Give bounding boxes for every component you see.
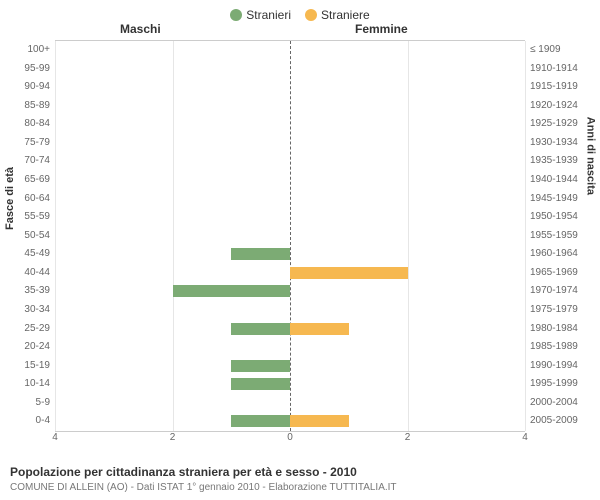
legend-female-label: Straniere <box>321 8 370 22</box>
y-axis-title-left: Fasce di età <box>4 167 16 230</box>
x-tick-label: 2 <box>405 432 411 443</box>
year-label: 1955-1959 <box>530 230 600 241</box>
year-label: 1995-1999 <box>530 378 600 389</box>
age-row: 100+≤ 1909 <box>55 41 525 60</box>
year-label: 1980-1984 <box>530 323 600 334</box>
x-axis-ticks: 4 2 0 2 4 <box>55 432 525 446</box>
age-label: 70-74 <box>0 155 50 166</box>
age-label: 100+ <box>0 44 50 55</box>
y-axis-title-right: Anni di nascita <box>584 117 596 195</box>
column-headers: Maschi Femmine <box>0 22 600 40</box>
age-label: 75-79 <box>0 137 50 148</box>
header-female: Femmine <box>355 22 408 36</box>
age-row: 30-341975-1979 <box>55 301 525 320</box>
year-label: 1915-1919 <box>530 81 600 92</box>
bar-female <box>290 323 349 335</box>
legend: Stranieri Straniere <box>0 0 600 22</box>
age-row: 85-891920-1924 <box>55 97 525 116</box>
x-tick-label: 4 <box>52 432 58 443</box>
year-label: 1985-1989 <box>530 341 600 352</box>
age-row: 10-141995-1999 <box>55 375 525 394</box>
age-label: 15-19 <box>0 360 50 371</box>
bar-male <box>231 415 290 427</box>
age-label: 90-94 <box>0 81 50 92</box>
legend-item-female: Straniere <box>305 8 370 22</box>
bar-male <box>231 323 290 335</box>
bar-male <box>231 248 290 260</box>
age-label: 50-54 <box>0 230 50 241</box>
year-label: 1950-1954 <box>530 211 600 222</box>
age-label: 45-49 <box>0 248 50 259</box>
age-label: 20-24 <box>0 341 50 352</box>
age-row: 70-741935-1939 <box>55 152 525 171</box>
bar-male <box>173 285 291 297</box>
bar-male <box>231 360 290 372</box>
year-label: 1920-1924 <box>530 100 600 111</box>
age-row: 5-92000-2004 <box>55 394 525 413</box>
header-male: Maschi <box>120 22 161 36</box>
age-label: 35-39 <box>0 285 50 296</box>
caption-title: Popolazione per cittadinanza straniera p… <box>10 465 397 481</box>
age-row: 25-291980-1984 <box>55 320 525 339</box>
age-row: 80-841925-1929 <box>55 115 525 134</box>
age-label: 25-29 <box>0 323 50 334</box>
age-row: 35-391970-1974 <box>55 282 525 301</box>
age-label: 5-9 <box>0 397 50 408</box>
age-row: 90-941915-1919 <box>55 78 525 97</box>
year-label: 1965-1969 <box>530 267 600 278</box>
legend-male-label: Stranieri <box>246 8 291 22</box>
age-row: 20-241985-1989 <box>55 338 525 357</box>
age-row: 40-441965-1969 <box>55 264 525 283</box>
legend-item-male: Stranieri <box>230 8 291 22</box>
age-label: 30-34 <box>0 304 50 315</box>
x-tick-label: 2 <box>170 432 176 443</box>
plot: 100+≤ 190995-991910-191490-941915-191985… <box>55 40 525 432</box>
year-label: 1910-1914 <box>530 63 600 74</box>
year-label: 2000-2004 <box>530 397 600 408</box>
age-label: 40-44 <box>0 267 50 278</box>
bar-male <box>231 378 290 390</box>
age-label: 85-89 <box>0 100 50 111</box>
male-swatch-icon <box>230 9 242 21</box>
year-label: 1960-1964 <box>530 248 600 259</box>
bar-female <box>290 267 408 279</box>
female-swatch-icon <box>305 9 317 21</box>
year-label: ≤ 1909 <box>530 44 600 55</box>
caption: Popolazione per cittadinanza straniera p… <box>10 465 397 494</box>
year-label: 1975-1979 <box>530 304 600 315</box>
age-row: 45-491960-1964 <box>55 245 525 264</box>
x-tick-label: 0 <box>287 432 293 443</box>
age-label: 80-84 <box>0 118 50 129</box>
age-label: 0-4 <box>0 415 50 426</box>
caption-subtitle: COMUNE DI ALLEIN (AO) - Dati ISTAT 1° ge… <box>10 481 397 494</box>
age-label: 95-99 <box>0 63 50 74</box>
year-label: 1970-1974 <box>530 285 600 296</box>
age-label: 10-14 <box>0 378 50 389</box>
age-row: 0-42005-2009 <box>55 412 525 431</box>
gridline <box>525 41 526 431</box>
age-row: 50-541955-1959 <box>55 227 525 246</box>
age-row: 15-191990-1994 <box>55 357 525 376</box>
bar-female <box>290 415 349 427</box>
x-tick-label: 4 <box>522 432 528 443</box>
age-row: 65-691940-1944 <box>55 171 525 190</box>
age-row: 95-991910-1914 <box>55 60 525 79</box>
age-row: 75-791930-1934 <box>55 134 525 153</box>
age-row: 60-641945-1949 <box>55 190 525 209</box>
age-row: 55-591950-1954 <box>55 208 525 227</box>
chart-area: 100+≤ 190995-991910-191490-941915-191985… <box>55 40 525 430</box>
year-label: 1990-1994 <box>530 360 600 371</box>
year-label: 2005-2009 <box>530 415 600 426</box>
